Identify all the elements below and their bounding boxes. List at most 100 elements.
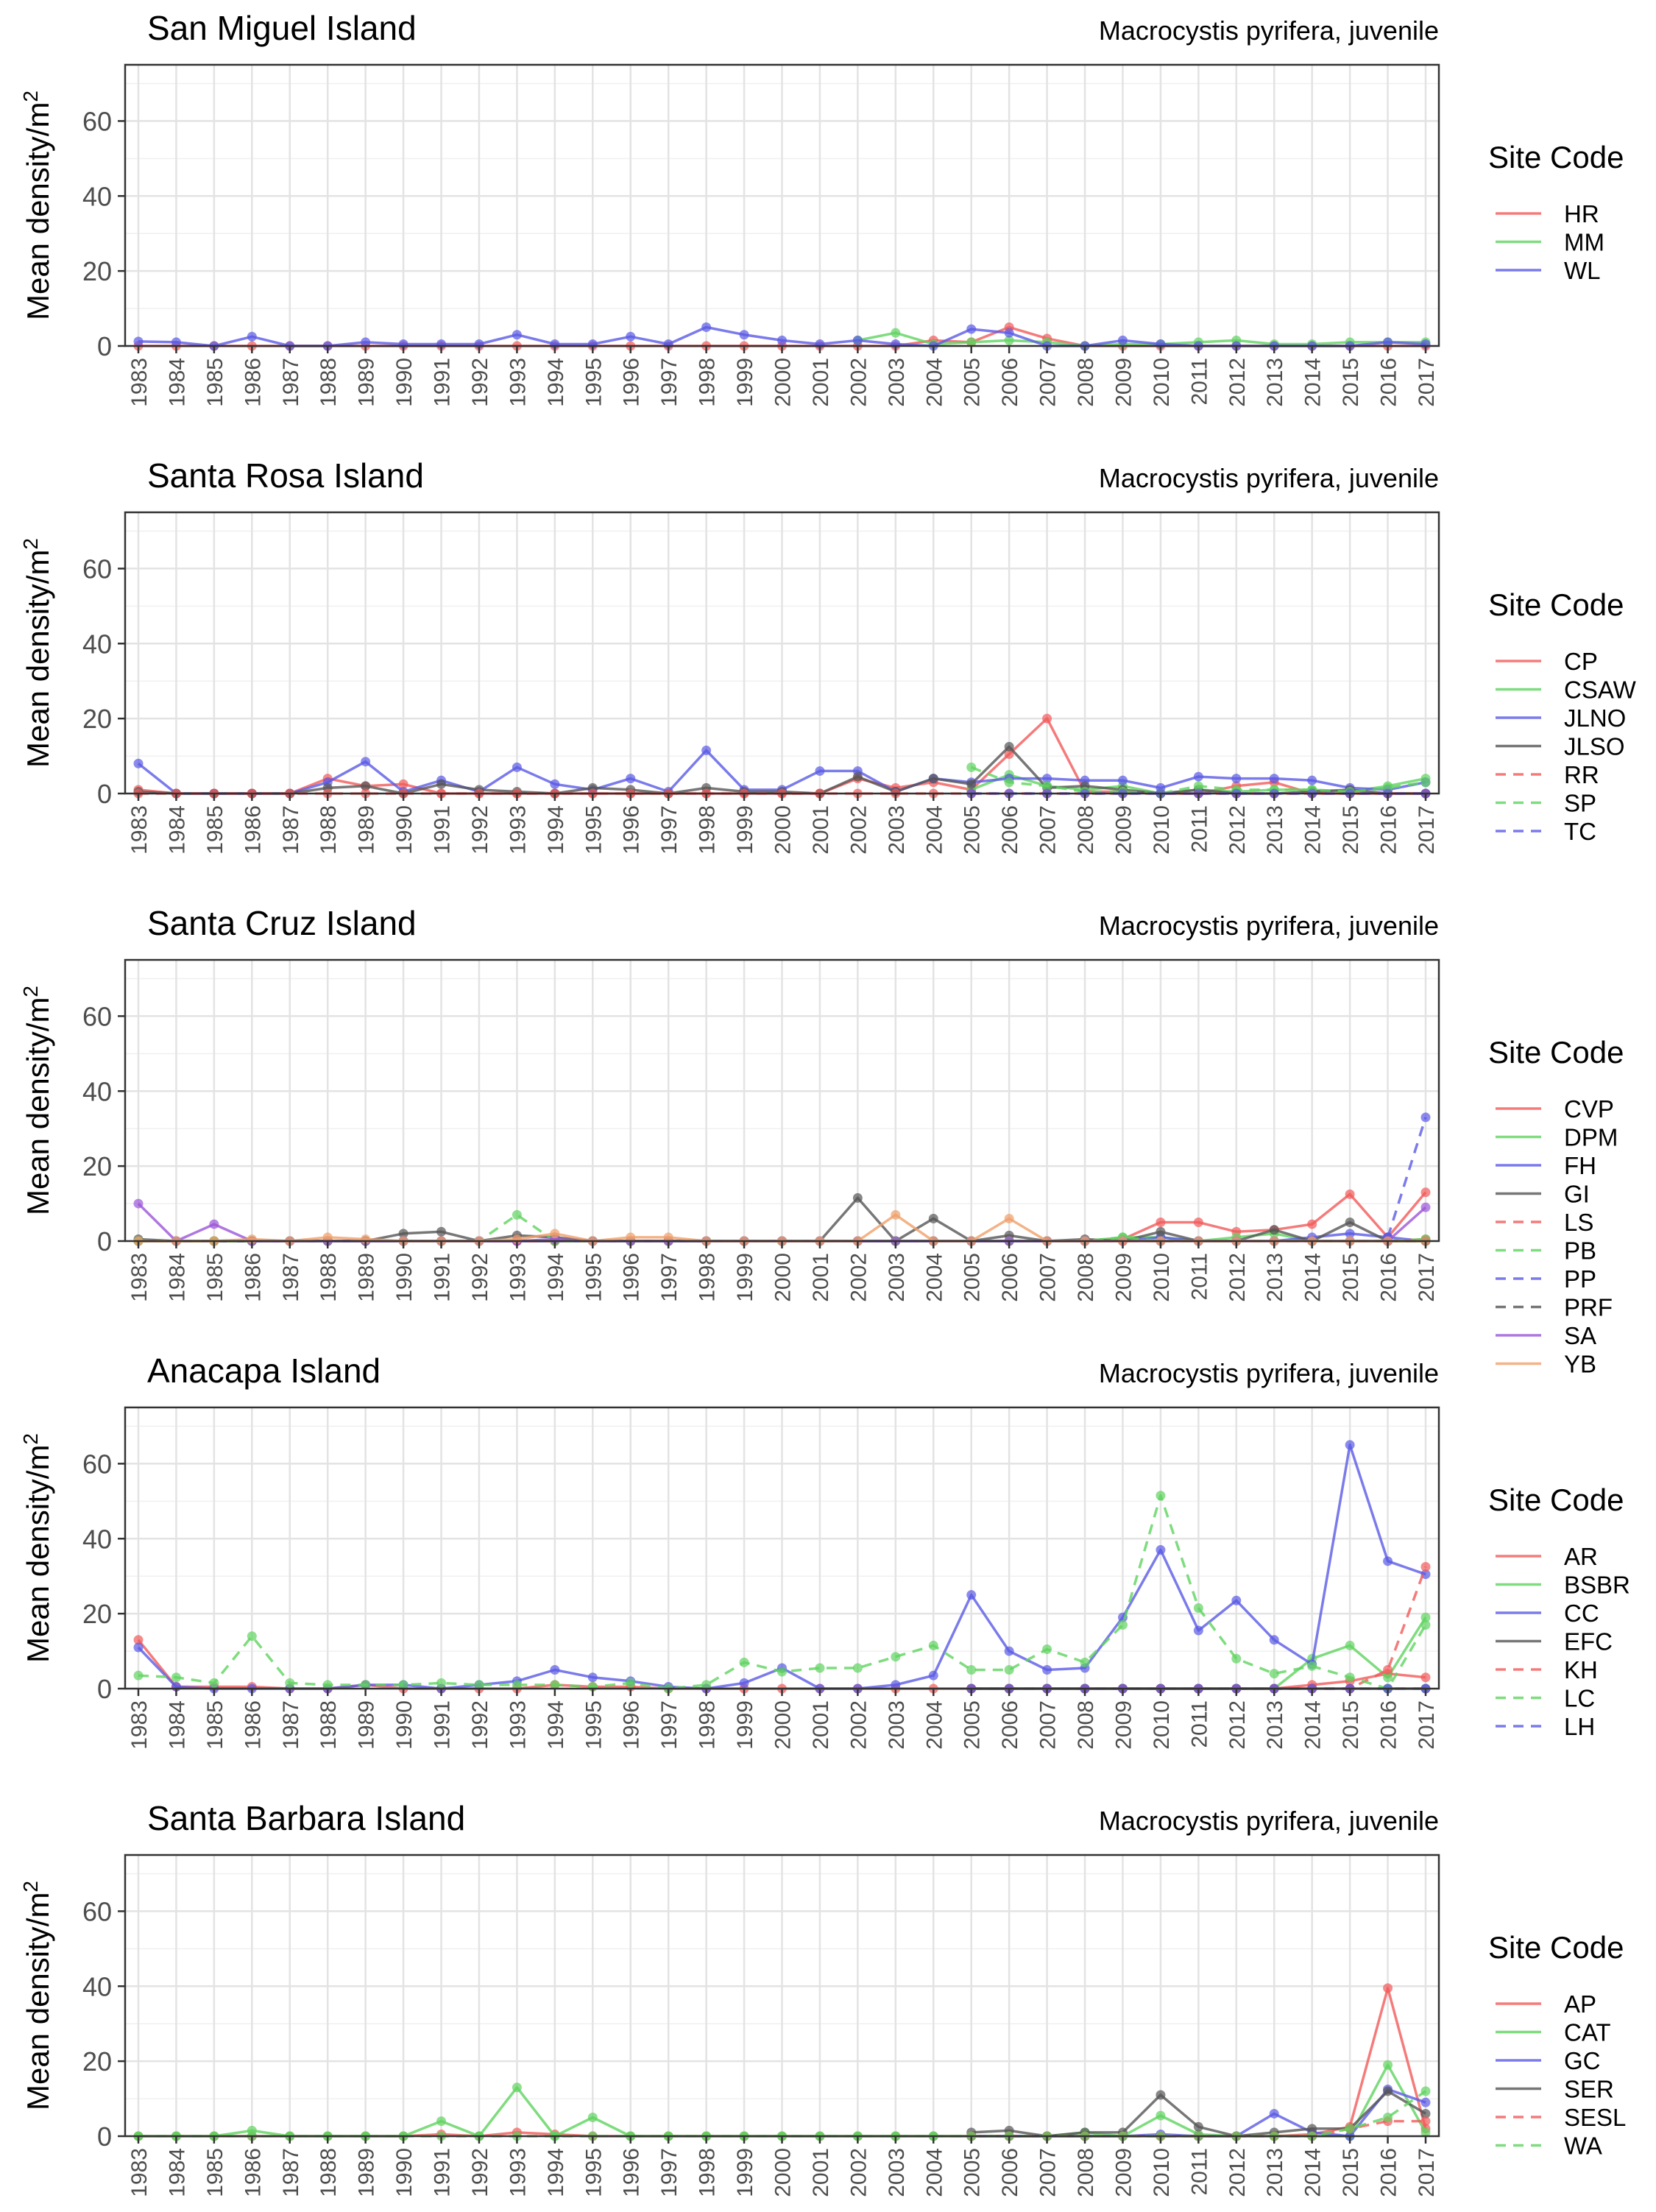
data-point <box>512 330 522 340</box>
data-point <box>1156 1491 1166 1501</box>
series-LC <box>133 1491 1431 1694</box>
x-tick-label: 2009 <box>1111 805 1136 855</box>
y-tick-label: 20 <box>82 256 112 286</box>
data-point <box>891 1209 901 1220</box>
legend-label: GC <box>1564 2047 1601 2074</box>
data-point <box>891 1680 901 1690</box>
x-tick-label: 2017 <box>1415 805 1439 855</box>
x-tick-label: 1998 <box>696 1700 720 1750</box>
data-point <box>1193 1603 1203 1613</box>
data-point <box>626 774 636 784</box>
x-tick-label: 1986 <box>241 1253 265 1302</box>
x-tick-label: 2002 <box>846 358 871 407</box>
data-point <box>1042 781 1052 791</box>
x-tick-label: 1998 <box>696 2148 720 2197</box>
x-tick-label: 1997 <box>657 805 682 855</box>
panel-0: San Miguel Island Macrocystis pyrifera, j… <box>19 9 1624 407</box>
data-point <box>1383 1672 1393 1683</box>
x-tick-label: 1992 <box>468 805 492 855</box>
data-point <box>1004 741 1014 752</box>
panel-subtitle: Macrocystis pyrifera, juvenile <box>1099 1358 1439 1388</box>
data-point <box>1193 771 1203 782</box>
y-axis-title-superscript: 2 <box>19 986 42 997</box>
x-tick-label: 2017 <box>1415 2148 1439 2197</box>
data-point <box>1042 1665 1052 1675</box>
data-point <box>285 1678 295 1688</box>
x-tick-label: 2017 <box>1415 358 1439 407</box>
x-tick-label: 2006 <box>998 1253 1022 1302</box>
x-tick-label: 1986 <box>241 1700 265 1750</box>
data-point <box>1042 1644 1052 1655</box>
data-point <box>1004 1665 1014 1675</box>
x-tick-label: 1998 <box>696 358 720 407</box>
y-tick-label: 60 <box>82 554 112 584</box>
data-point <box>171 1672 181 1683</box>
x-tick-label: 1997 <box>657 1700 682 1750</box>
x-tick-label: 2014 <box>1301 1253 1326 1302</box>
x-tick-label: 1983 <box>127 1253 152 1302</box>
data-point <box>398 1680 408 1690</box>
legend-label: PB <box>1564 1237 1596 1265</box>
x-tick-label: 1985 <box>203 1253 227 1302</box>
x-tick-label: 2004 <box>922 358 946 407</box>
data-point <box>1420 2097 1431 2107</box>
x-tick-label: 1986 <box>241 358 265 407</box>
y-axis-title-text: Mean density/m <box>21 1893 55 2110</box>
x-tick-label: 2002 <box>846 805 871 855</box>
data-point <box>1383 2113 1393 2123</box>
x-tick-label: 1995 <box>581 1700 606 1750</box>
panel-subtitle: Macrocystis pyrifera, juvenile <box>1099 911 1439 941</box>
x-tick-label: 2000 <box>771 1700 796 1750</box>
x-tick-label: 2009 <box>1111 1700 1136 1750</box>
x-tick-label: 1994 <box>544 805 568 855</box>
legend-label: KH <box>1564 1656 1598 1683</box>
x-tick-label: 1991 <box>431 1700 455 1750</box>
x-tick-label: 2014 <box>1301 2148 1326 2197</box>
data-point <box>1307 2124 1317 2134</box>
x-tick-label: 2000 <box>771 1253 796 1302</box>
x-tick-label: 2001 <box>809 1253 833 1302</box>
x-tick-label: 1998 <box>696 805 720 855</box>
y-tick-label: 20 <box>82 1151 112 1181</box>
x-tick-label: 1990 <box>392 1253 417 1302</box>
panel-title: Santa Barbara Island <box>147 1799 465 1837</box>
data-point <box>322 1680 333 1690</box>
legend-label: BSBR <box>1564 1572 1630 1599</box>
data-point <box>1042 774 1052 784</box>
legend-label: MM <box>1564 229 1604 256</box>
x-tick-label: 1985 <box>203 1700 227 1750</box>
y-tick-label: 0 <box>97 1674 112 1704</box>
x-tick-label: 1996 <box>620 1253 644 1302</box>
series-line <box>1386 1117 1427 1238</box>
legend-label: GI <box>1564 1181 1590 1208</box>
x-tick-label: 1988 <box>316 1700 341 1750</box>
data-point <box>1307 1661 1317 1671</box>
data-point <box>928 774 938 784</box>
data-point <box>626 1678 636 1688</box>
x-tick-label: 2003 <box>885 1253 909 1302</box>
data-point <box>474 1680 484 1690</box>
data-point <box>966 779 977 789</box>
data-point <box>1307 1219 1317 1229</box>
data-point <box>852 335 863 345</box>
data-point <box>1080 1657 1090 1667</box>
x-tick-label: 1988 <box>316 1253 341 1302</box>
x-tick-label: 1994 <box>544 358 568 407</box>
data-point <box>891 1652 901 1662</box>
x-tick-label: 1991 <box>431 2148 455 2197</box>
y-tick-label: 40 <box>82 629 112 659</box>
x-tick-label: 1997 <box>657 358 682 407</box>
data-point <box>777 1667 787 1677</box>
legend-label: DPM <box>1564 1124 1618 1151</box>
x-tick-label: 1987 <box>279 805 303 855</box>
legend-label: CSAW <box>1564 676 1637 704</box>
data-point <box>815 766 825 776</box>
data-point <box>587 1672 598 1683</box>
x-tick-label: 2017 <box>1415 1253 1439 1302</box>
x-tick-label: 2013 <box>1263 805 1287 855</box>
data-point <box>626 1232 636 1243</box>
legend-label: LC <box>1564 1685 1595 1712</box>
data-point <box>512 1680 522 1690</box>
data-point <box>966 337 977 347</box>
